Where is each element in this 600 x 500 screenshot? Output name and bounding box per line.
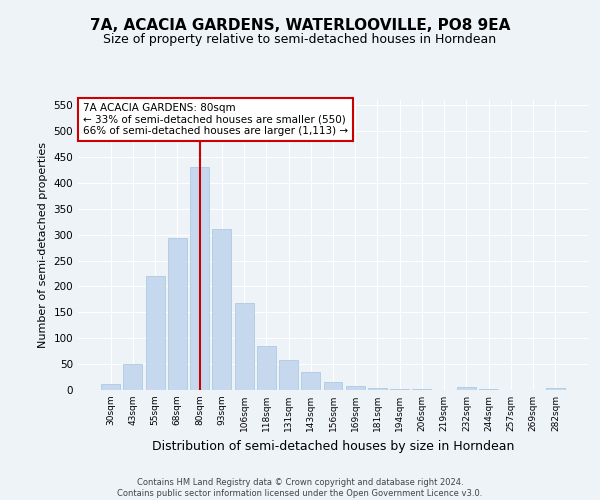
Y-axis label: Number of semi-detached properties: Number of semi-detached properties — [38, 142, 48, 348]
Bar — [546, 388, 565, 390]
Text: 7A ACACIA GARDENS: 80sqm
← 33% of semi-detached houses are smaller (550)
66% of : 7A ACACIA GARDENS: 80sqm ← 33% of semi-d… — [83, 103, 348, 136]
Bar — [323, 382, 343, 390]
Bar — [301, 372, 320, 390]
X-axis label: Distribution of semi-detached houses by size in Horndean: Distribution of semi-detached houses by … — [152, 440, 514, 452]
Bar — [279, 360, 298, 390]
Text: 7A, ACACIA GARDENS, WATERLOOVILLE, PO8 9EA: 7A, ACACIA GARDENS, WATERLOOVILLE, PO8 9… — [90, 18, 510, 32]
Bar — [190, 168, 209, 390]
Bar — [346, 386, 365, 390]
Text: Size of property relative to semi-detached houses in Horndean: Size of property relative to semi-detach… — [103, 32, 497, 46]
Bar — [390, 389, 409, 390]
Bar — [212, 230, 231, 390]
Bar — [235, 303, 254, 390]
Bar — [368, 388, 387, 390]
Bar — [101, 384, 120, 390]
Bar — [257, 346, 276, 390]
Bar — [457, 388, 476, 390]
Bar — [146, 276, 164, 390]
Text: Contains HM Land Registry data © Crown copyright and database right 2024.
Contai: Contains HM Land Registry data © Crown c… — [118, 478, 482, 498]
Bar — [124, 364, 142, 390]
Bar — [168, 238, 187, 390]
